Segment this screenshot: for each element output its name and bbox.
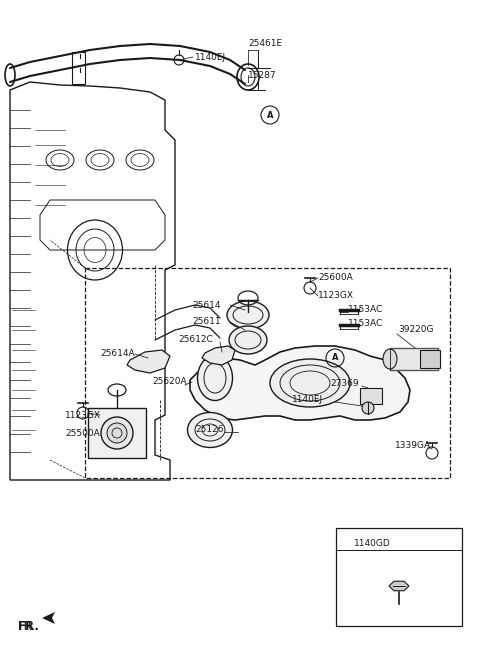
Text: 1140EJ: 1140EJ [292,394,323,403]
Circle shape [362,402,374,414]
Polygon shape [202,346,235,365]
Text: 1140EJ: 1140EJ [195,53,226,62]
Text: 25600A: 25600A [318,273,353,283]
Text: 25126: 25126 [195,426,224,434]
Polygon shape [42,612,55,624]
Polygon shape [389,581,409,591]
Text: 25500A: 25500A [65,428,100,438]
Text: 15287: 15287 [248,70,276,79]
Text: 25614: 25614 [192,300,220,309]
Text: FR.: FR. [18,620,36,633]
Text: 25461E: 25461E [248,39,282,49]
Text: 25614A: 25614A [100,350,134,359]
Circle shape [107,423,127,443]
Bar [85,268,450,478]
Ellipse shape [229,326,267,354]
Ellipse shape [383,349,397,369]
Polygon shape [127,350,170,373]
Text: A: A [267,110,273,120]
Text: 1123GX: 1123GX [65,411,101,420]
Bar [88,408,146,458]
Bar [360,388,382,404]
Text: 1123GX: 1123GX [318,292,354,300]
Text: 27369: 27369 [330,378,359,388]
Text: 25620A: 25620A [152,378,187,386]
Polygon shape [190,346,410,420]
Bar [420,350,440,368]
Text: 1153AC: 1153AC [348,319,383,327]
Text: 25612C: 25612C [178,334,213,344]
Text: 1339GA: 1339GA [395,440,431,449]
Text: 25611: 25611 [192,317,221,327]
Ellipse shape [227,301,269,329]
Circle shape [101,417,133,449]
Text: 1140GD: 1140GD [354,539,391,547]
Text: FR.: FR. [18,620,40,633]
Text: 39220G: 39220G [398,325,433,334]
Text: A: A [332,353,338,363]
Bar [336,528,462,626]
Ellipse shape [197,355,232,401]
Ellipse shape [188,413,232,447]
Ellipse shape [270,359,350,407]
Bar [390,348,438,370]
Text: 1153AC: 1153AC [348,306,383,315]
